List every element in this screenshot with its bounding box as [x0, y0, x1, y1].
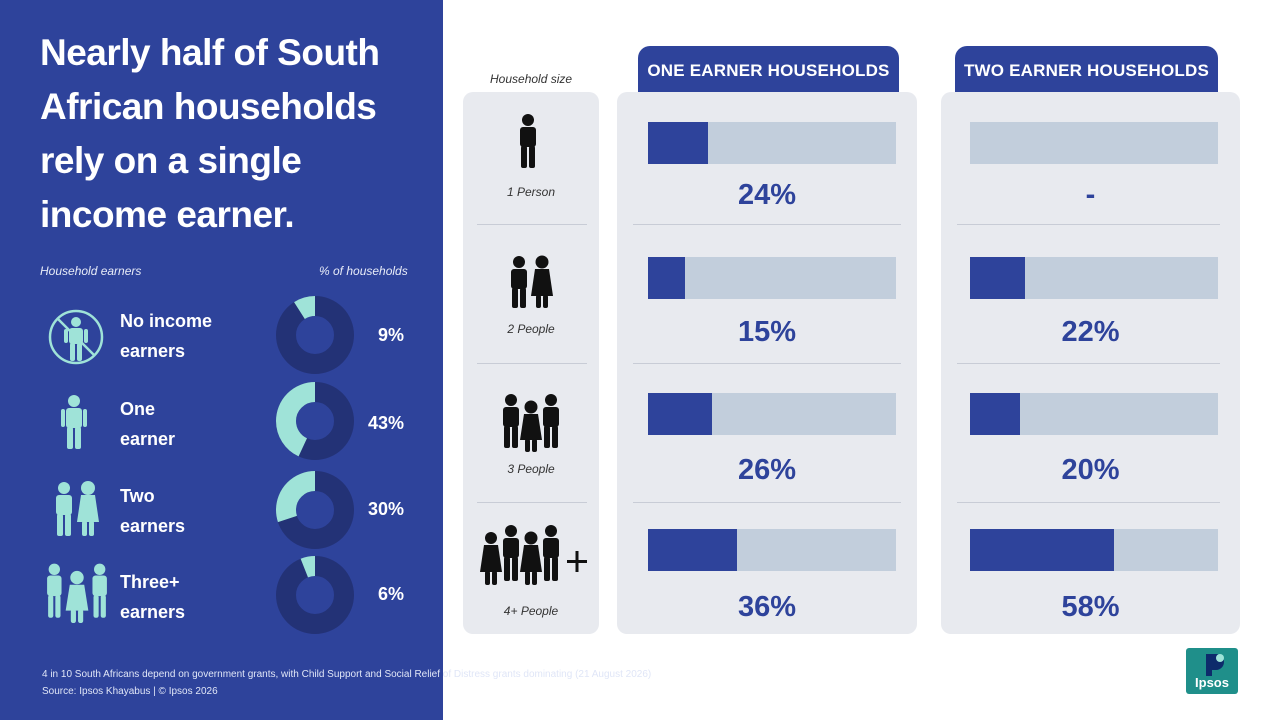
divider — [633, 363, 901, 364]
household-size-cell: 4+ People — [463, 506, 599, 642]
earner-label-line1: One — [120, 399, 156, 419]
earner-label-line2: earners — [120, 602, 186, 622]
bar — [970, 529, 1114, 571]
bar — [648, 393, 713, 435]
bar-value-label: 58% — [1061, 591, 1120, 623]
household-size-card: 1 Person 2 People — [463, 92, 599, 634]
two-earner-header: TWO EARNER HOUSEHOLDS — [955, 46, 1218, 92]
divider — [957, 224, 1220, 225]
bar — [970, 257, 1025, 299]
divider — [477, 363, 587, 364]
three-people-icon — [47, 563, 107, 623]
logo-mark-icon — [1206, 654, 1224, 676]
earner-label-line1: No income — [120, 311, 213, 331]
pct-households-label: % of households — [319, 264, 408, 278]
household-size-label: 3 People — [507, 462, 555, 476]
earner-label-line1: Three+ — [120, 572, 180, 592]
bar-value-label: 26% — [737, 454, 797, 486]
bar-track — [970, 257, 1218, 299]
bar-track — [648, 393, 896, 435]
donut-slice — [276, 471, 354, 549]
donut-chart — [276, 296, 354, 374]
donut-chart — [276, 556, 354, 634]
earner-label-line2: earners — [120, 341, 186, 361]
divider — [957, 502, 1220, 503]
donut-slice — [276, 382, 354, 460]
divider — [477, 502, 587, 503]
footnote-source: Source: Ipsos Khayabus | © Ipsos 2026 — [42, 686, 218, 697]
single-person-icon — [61, 395, 87, 449]
earner-row-three: Three+ earners 6% — [0, 556, 443, 644]
donut-value-label: 30% — [367, 499, 404, 519]
no-person-icon — [48, 309, 104, 365]
two-people-icon — [511, 255, 553, 308]
donut-chart — [276, 471, 354, 549]
donut-value-label: 9% — [377, 325, 404, 345]
household-size-label: 4+ People — [503, 604, 559, 618]
earner-label-line2: earner — [120, 429, 176, 449]
divider — [633, 224, 901, 225]
earner-row-two: Two earners 30% — [0, 471, 443, 558]
divider — [633, 502, 901, 503]
one-earner-header: ONE EARNER HOUSEHOLDS — [638, 46, 899, 92]
household-size-label: 2 People — [507, 322, 555, 336]
left-panel: Nearly half of South African households … — [0, 0, 651, 720]
three-people-icon — [503, 394, 559, 452]
bar-track — [970, 393, 1218, 435]
bar-track — [970, 529, 1218, 571]
footnote: 4 in 10 South Africans depend on governm… — [42, 666, 651, 700]
logo-text: Ipsos — [1195, 675, 1229, 690]
four-plus-people-icon — [480, 525, 587, 585]
household-size-cell: 1 Person — [463, 92, 599, 228]
bar-value-label: 20% — [1061, 454, 1120, 486]
donut-slice — [276, 556, 354, 634]
headline: Nearly half of South African households … — [40, 32, 380, 235]
ipsos-logo: Ipsos — [1186, 648, 1238, 694]
bar — [970, 393, 1020, 435]
two-earner-card: - 22% 20% 58% — [941, 92, 1240, 634]
one-person-icon — [520, 114, 536, 168]
bar-value-label: 24% — [737, 179, 797, 211]
bar — [648, 122, 708, 164]
divider — [477, 224, 587, 225]
household-size-cell: 3 People — [463, 368, 599, 504]
bar-track — [970, 122, 1218, 164]
bar — [648, 257, 686, 299]
bar-value-label: 22% — [1061, 316, 1120, 348]
earner-row-none: No income earners 9% — [0, 296, 443, 383]
donut-chart — [276, 382, 354, 460]
bar-track — [648, 257, 896, 299]
footnote-line1: 4 in 10 South Africans depend on governm… — [42, 669, 652, 680]
household-size-header: Household size — [490, 72, 573, 86]
earner-label-line2: earners — [120, 516, 186, 536]
bar-track — [648, 122, 896, 164]
donut-value-label: 43% — [367, 413, 404, 433]
two-people-icon — [56, 481, 99, 536]
bar — [648, 529, 738, 571]
bar-value-label: 36% — [737, 591, 797, 623]
bar-track — [648, 529, 896, 571]
donut-slice — [276, 296, 354, 374]
bar-value-label: 15% — [737, 316, 797, 348]
one-earner-card: 24% 15% 26% 36% — [617, 92, 917, 634]
donut-value-label: 6% — [377, 584, 404, 604]
earner-row-one: One earner 43% — [0, 382, 443, 471]
divider — [957, 363, 1220, 364]
household-earners-label: Household earners — [40, 264, 142, 278]
bar-value-label: - — [1085, 179, 1096, 211]
household-size-cell: 2 People — [463, 230, 599, 366]
household-size-label: 1 Person — [506, 185, 556, 199]
earner-label-line1: Two — [120, 486, 155, 506]
